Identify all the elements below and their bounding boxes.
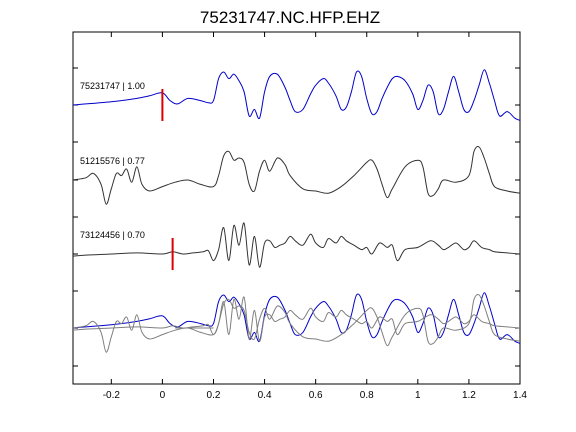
x-tick-label: 0	[160, 390, 166, 401]
x-tick-label: 0.4	[258, 390, 272, 401]
overlay-line	[72, 296, 521, 342]
trace-label: 73124456 | 0.70	[80, 230, 145, 240]
trace-label: 75231747 | 1.00	[80, 81, 145, 91]
chart-title: 75231747.NC.HFP.EHZ	[200, 8, 380, 27]
x-tick-label: 1.2	[462, 390, 476, 401]
x-axis-ticks: -0.2 0 0.2 0.4 0.6 0.8 1 1.2 1.4	[103, 32, 527, 401]
overlay-line	[72, 292, 521, 344]
x-tick-label: 0.2	[207, 390, 221, 401]
plot-frame	[72, 31, 521, 385]
overlay-line	[72, 294, 521, 353]
trace-labels: 75231747 | 1.00 51215576 | 0.77 73124456 |…	[80, 81, 145, 240]
trace-group	[72, 69, 521, 353]
trace-line	[72, 222, 521, 268]
x-tick-label: 0.8	[360, 390, 374, 401]
x-tick-label: 1.4	[513, 390, 527, 401]
x-tick-label: 0.6	[309, 390, 323, 401]
trace-line	[72, 69, 521, 121]
trace-label: 51215576 | 0.77	[80, 156, 145, 166]
trace-line	[72, 146, 521, 205]
x-tick-label: -0.2	[103, 390, 121, 401]
x-tick-label: 1	[415, 390, 421, 401]
